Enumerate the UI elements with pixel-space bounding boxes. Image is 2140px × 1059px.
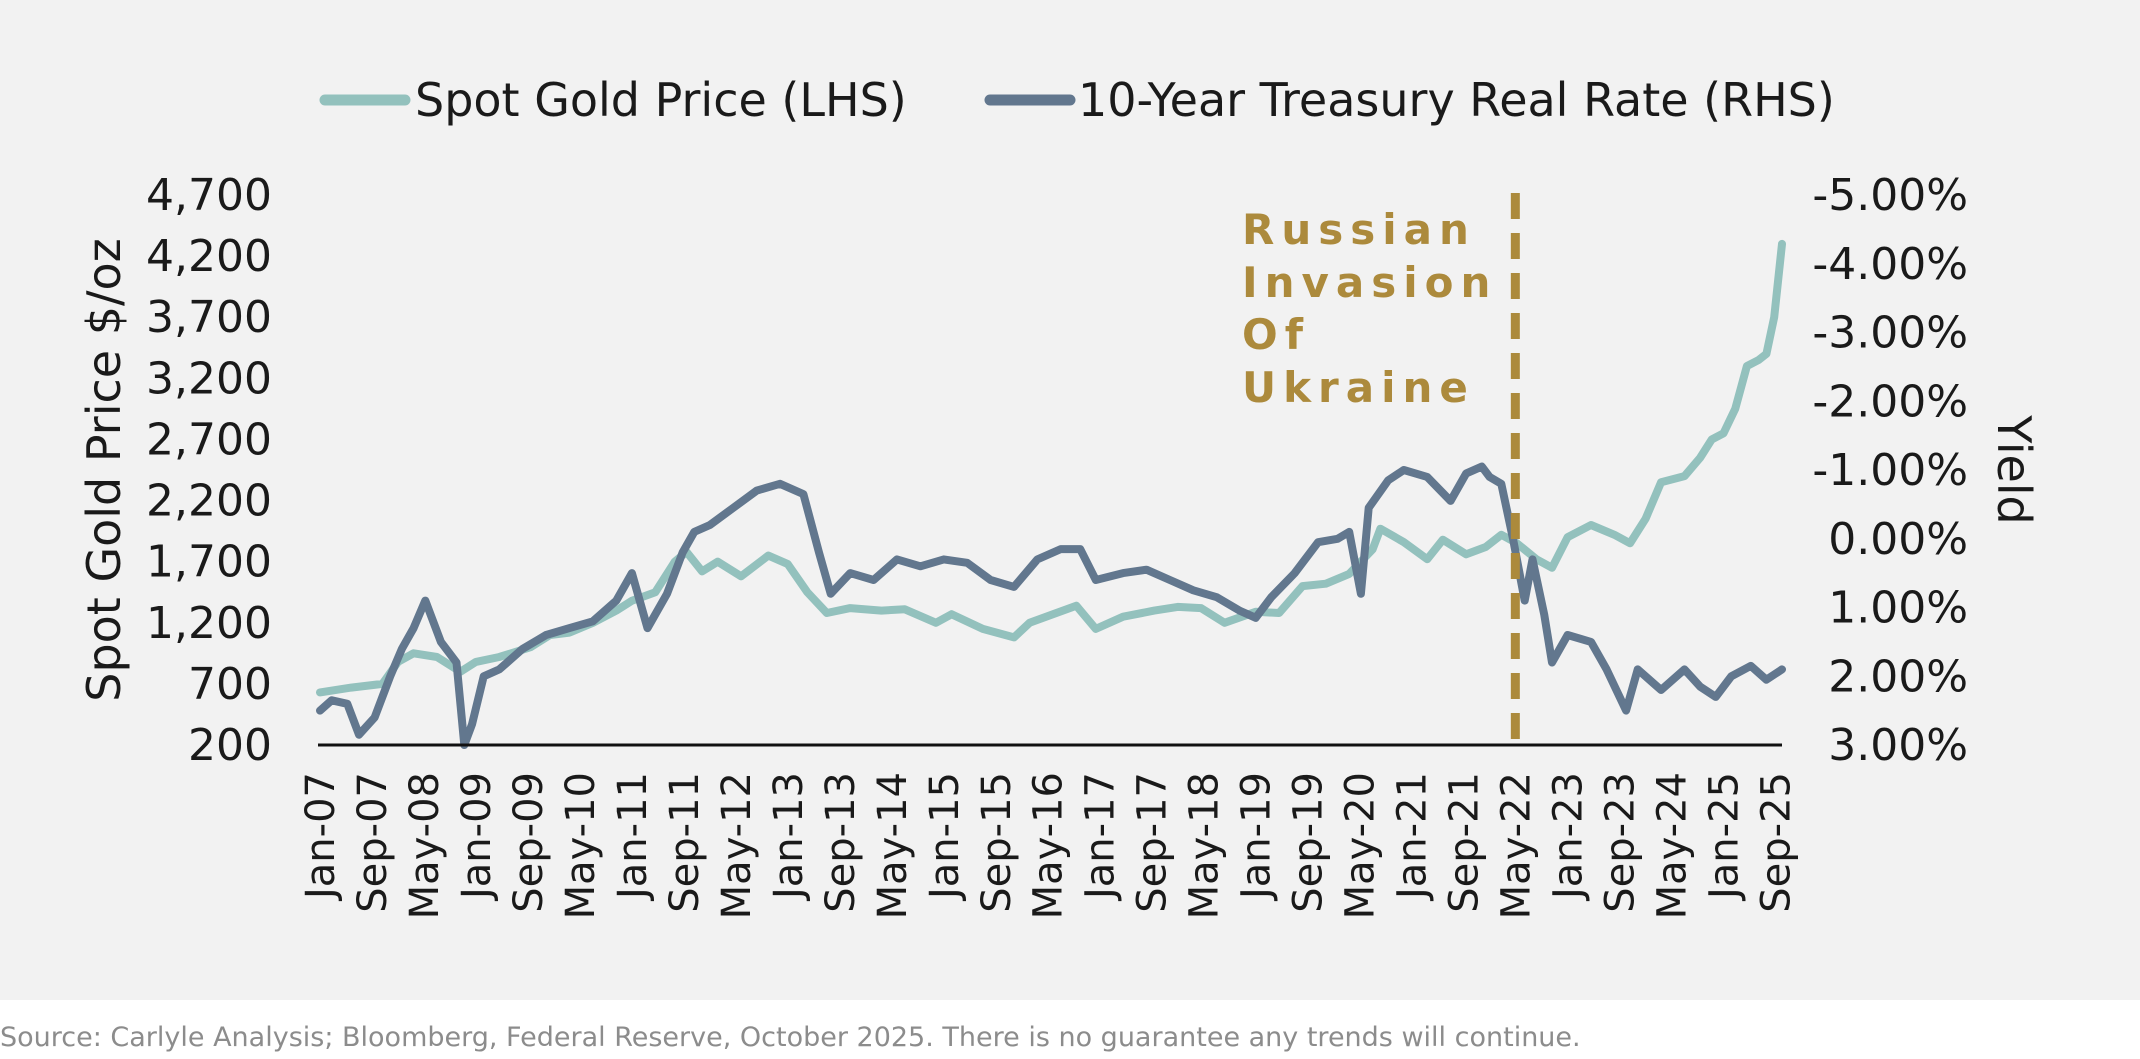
x-tick-label: Jan-11 [610, 772, 656, 902]
annotation-text-line-2: Invasion [1242, 258, 1497, 307]
x-tick-label: Jan-19 [1234, 772, 1280, 902]
x-tick-label: May-22 [1494, 772, 1540, 919]
x-tick-label: May-18 [1182, 772, 1228, 919]
y-axis-right-ticks: 3.00% 2.00% 1.00% 0.00% -1.00% -2.00% -3.00% -4… [1812, 170, 1968, 771]
y-left-tick-label: 1,200 [146, 598, 272, 649]
y-left-tick-label: 2,200 [146, 476, 272, 527]
y-right-tick-label: 0.00% [1828, 514, 1968, 565]
legend-rate-label: 10-Year Treasury Real Rate (RHS) [1078, 73, 1835, 127]
y-left-tick-label: 4,200 [146, 231, 272, 282]
y-right-tick-label: -4.00% [1812, 239, 1968, 290]
y-axis-right-title: Yield [1987, 414, 2041, 525]
x-tick-label: Jan-15 [922, 772, 968, 902]
y-left-tick-label: 1,700 [146, 537, 272, 588]
x-tick-label: Jan-17 [1078, 772, 1124, 902]
x-tick-label: May-20 [1338, 772, 1384, 919]
x-tick-label: Sep-09 [506, 772, 552, 913]
annotation-text-line-3: Of [1242, 310, 1310, 359]
x-tick-label: Sep-15 [974, 772, 1020, 913]
y-axis-left-ticks: 200 700 1,200 1,700 2,200 2,700 3,200 3,700 4,20… [146, 170, 272, 771]
x-tick-label: Jan-13 [766, 772, 812, 902]
x-tick-label: May-16 [1026, 772, 1072, 919]
x-tick-label: May-12 [714, 772, 760, 919]
x-tick-label: Jan-07 [298, 772, 344, 902]
series-line-real-rate [316, 462, 1786, 749]
y-left-tick-label: 700 [188, 659, 272, 710]
x-tick-label: Sep-19 [1286, 772, 1332, 913]
x-tick-label: Sep-21 [1442, 772, 1488, 913]
x-tick-label: Sep-11 [662, 772, 708, 913]
source-note: Source: Carlyle Analysis; Bloomberg, Fed… [0, 1022, 1581, 1053]
y-axis-left-title: Spot Gold Price $/oz [77, 238, 131, 701]
y-right-tick-label: 1.00% [1828, 583, 1968, 634]
y-right-tick-label: -2.00% [1812, 376, 1968, 427]
annotation-text-line-1: Russian [1242, 205, 1476, 254]
x-tick-label: Jan-21 [1390, 772, 1436, 902]
annotation-russian-invasion: Russian Invasion Of Ukraine [1242, 193, 1520, 745]
x-tick-label: May-10 [558, 772, 604, 919]
y-left-tick-label: 200 [188, 720, 272, 771]
x-tick-label: Sep-13 [818, 772, 864, 913]
annotation-text-line-4: Ukraine [1242, 363, 1475, 412]
series-line-spot-gold [316, 239, 1786, 697]
x-tick-label: Sep-07 [350, 772, 396, 913]
legend: Spot Gold Price (LHS) 10-Year Treasury R… [319, 73, 1835, 127]
y-right-tick-label: 3.00% [1828, 720, 1968, 771]
x-axis-ticks: Jan-07 Sep-07 May-08 Jan-09 Sep-09 May-10 Jan-… [298, 772, 1800, 919]
y-left-tick-label: 2,700 [146, 414, 272, 465]
y-left-tick-label: 3,200 [146, 353, 272, 404]
x-tick-label: Sep-23 [1598, 772, 1644, 913]
x-tick-label: Jan-09 [454, 772, 500, 902]
y-left-tick-label: 4,700 [146, 170, 272, 221]
chart: Spot Gold Price (LHS) 10-Year Treasury R… [77, 73, 2041, 919]
x-tick-label: May-08 [402, 772, 448, 919]
x-tick-label: May-24 [1650, 772, 1696, 919]
y-right-tick-label: -5.00% [1812, 170, 1968, 221]
x-tick-label: Jan-23 [1546, 772, 1592, 902]
x-tick-label: Sep-17 [1130, 772, 1176, 913]
x-tick-label: May-14 [870, 772, 916, 919]
x-tick-label: Jan-25 [1702, 772, 1748, 902]
y-left-tick-label: 3,700 [146, 292, 272, 343]
x-tick-label: Sep-25 [1754, 772, 1800, 913]
legend-gold-label: Spot Gold Price (LHS) [415, 73, 907, 127]
y-right-tick-label: -3.00% [1812, 308, 1968, 359]
chart-panel [0, 0, 2140, 1000]
y-right-tick-label: 2.00% [1828, 651, 1968, 702]
y-right-tick-label: -1.00% [1812, 445, 1968, 496]
